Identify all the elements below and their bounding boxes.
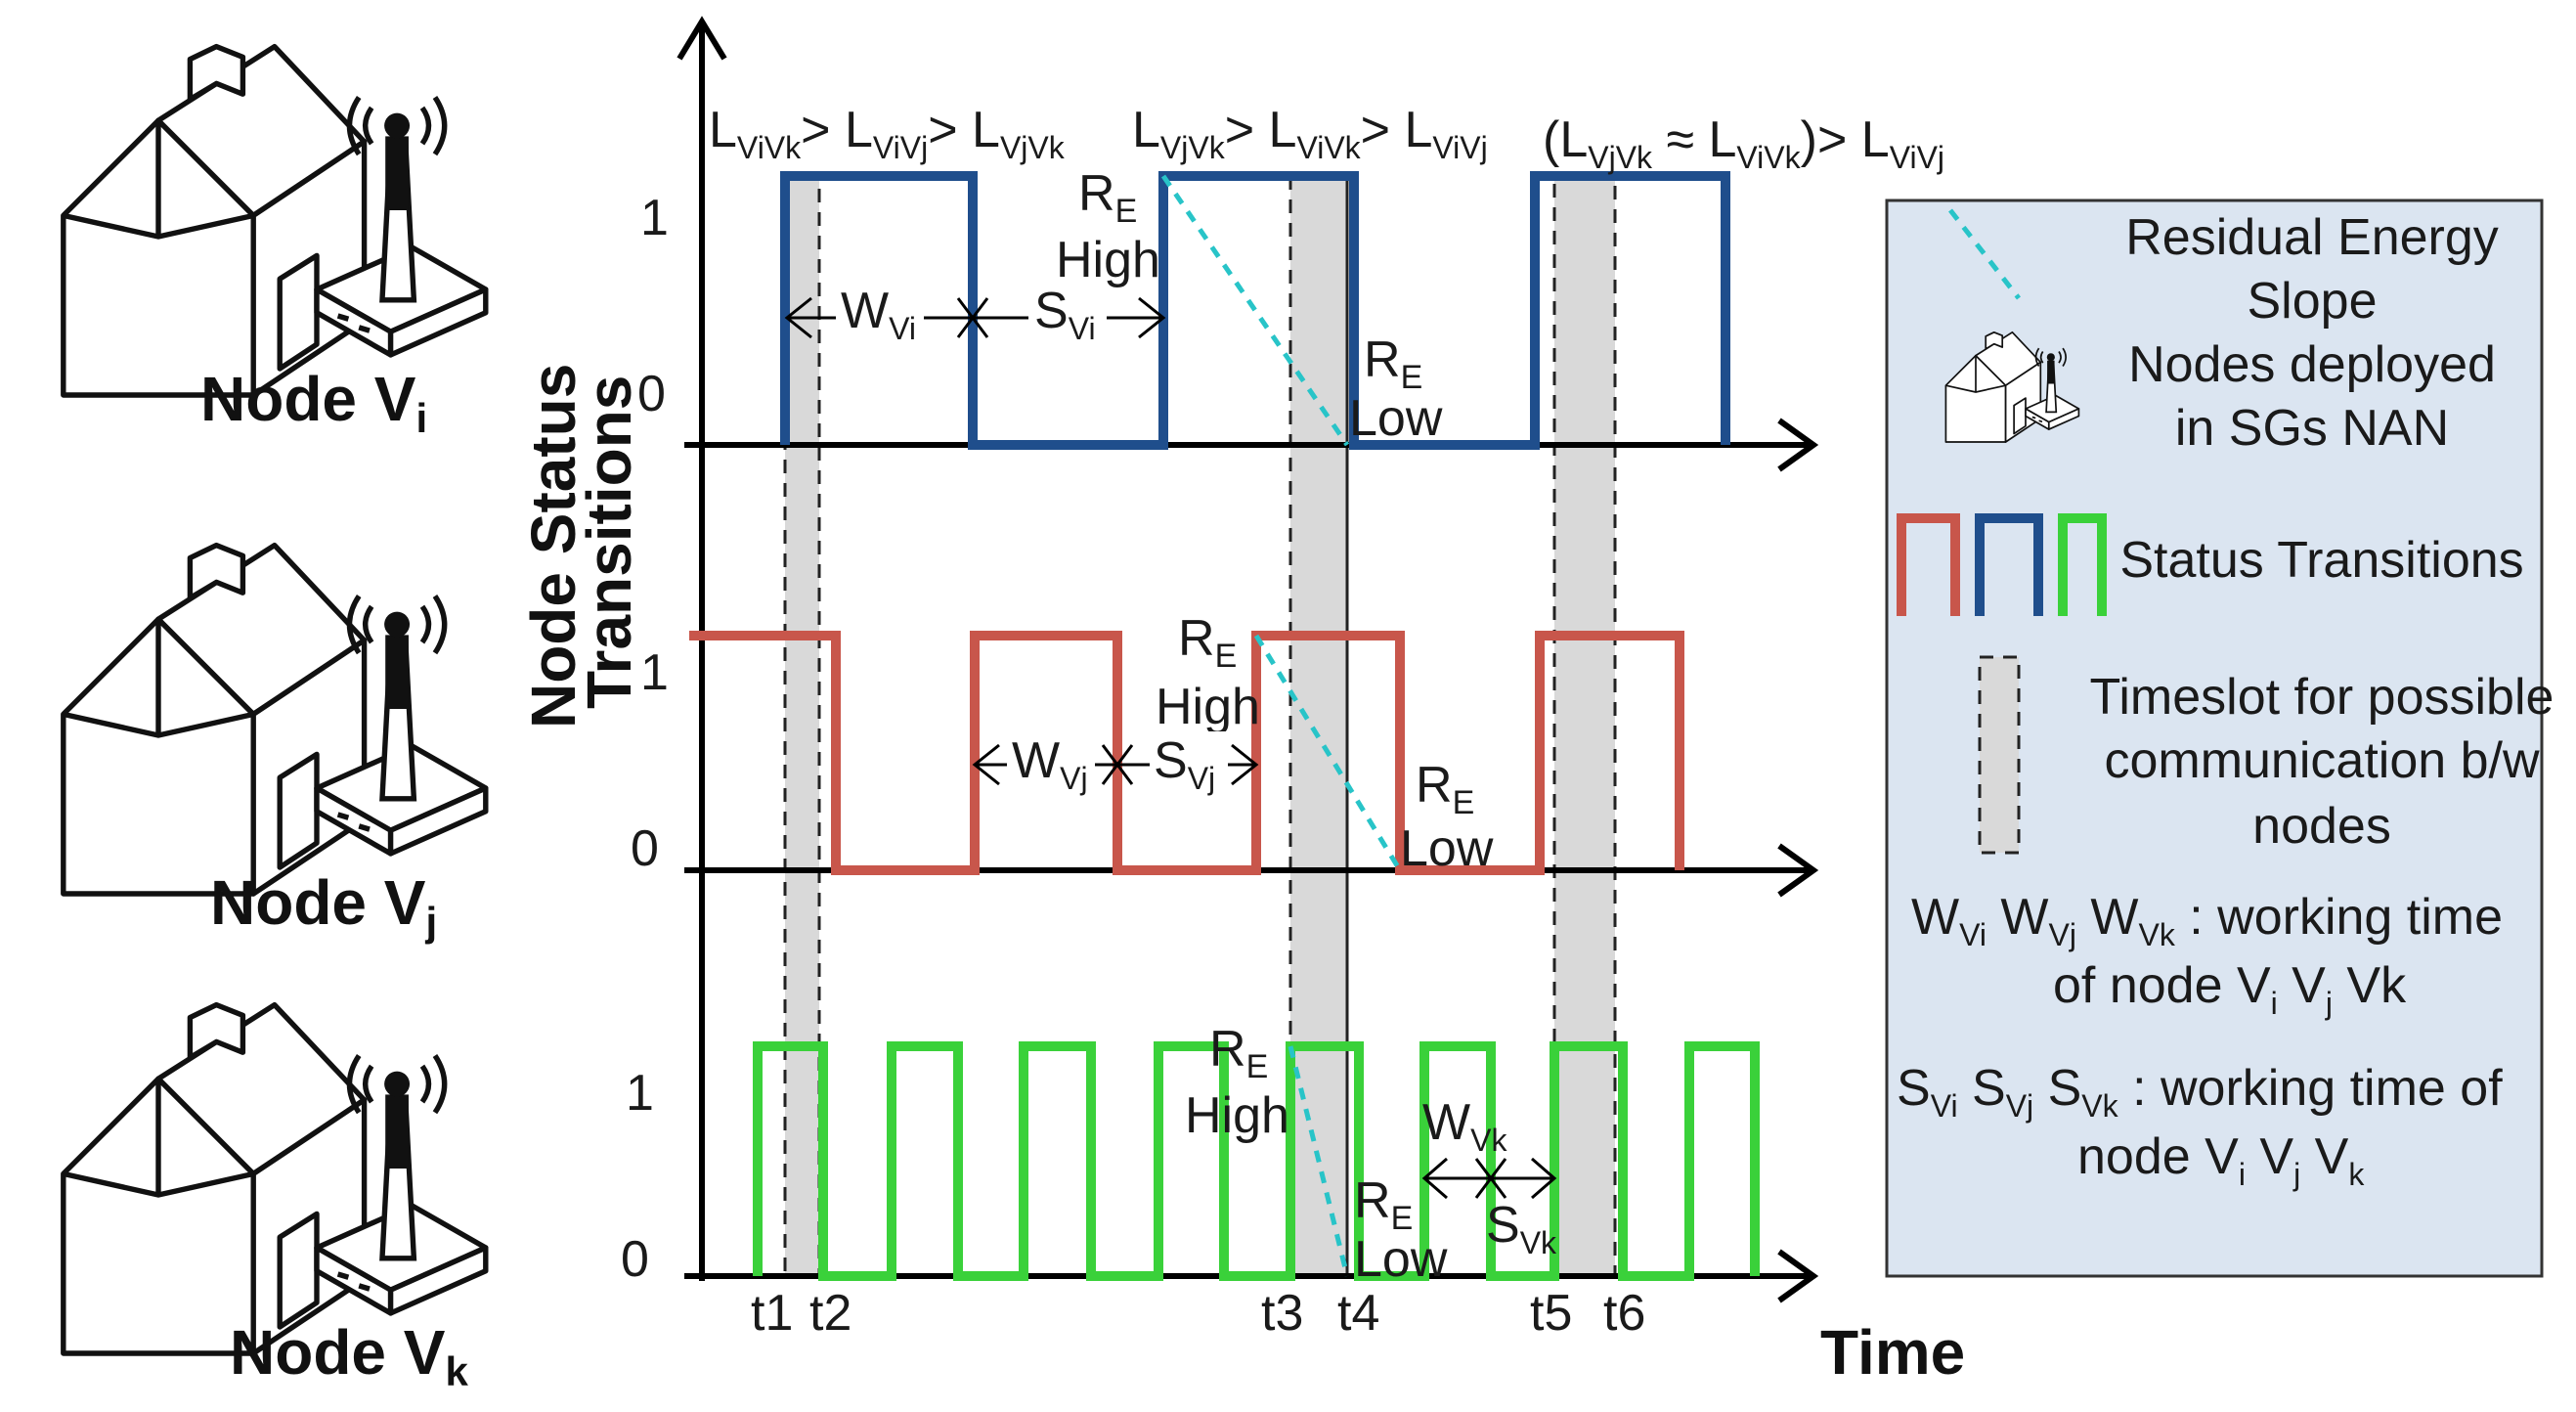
tick-t3: t3 bbox=[1261, 1285, 1303, 1342]
legend-status-label: Status Transitions bbox=[2119, 532, 2523, 589]
y-axis-label-1: Node Status bbox=[518, 364, 589, 728]
tick-t5: t5 bbox=[1530, 1285, 1572, 1342]
legend-slot-line3: nodes bbox=[2252, 798, 2391, 855]
level-0-vk: 0 bbox=[621, 1231, 649, 1288]
node-vi-icon bbox=[64, 47, 486, 395]
node-vj-icon bbox=[64, 546, 486, 894]
vk-re-low-label: Low bbox=[1354, 1231, 1448, 1288]
legend-slot-icon bbox=[1978, 655, 2021, 855]
wvi-label: WVi bbox=[841, 283, 916, 346]
legend-nodes-line1: Nodes deployed bbox=[2128, 336, 2496, 393]
timeslot-1 bbox=[783, 174, 821, 1278]
vi-status-wave bbox=[780, 171, 1730, 450]
vk-status-wave bbox=[753, 1041, 1760, 1281]
vj-status-wave bbox=[689, 631, 1684, 875]
vi-re-low-label: Low bbox=[1349, 390, 1443, 447]
vk-re-high-label: High bbox=[1185, 1087, 1289, 1144]
legend-nodes-line2: in SGs NAN bbox=[2175, 400, 2449, 457]
tick-t4: t4 bbox=[1337, 1285, 1379, 1342]
vk-re-high-r: RE bbox=[1209, 1021, 1268, 1085]
vi-energy-slope bbox=[1160, 174, 1350, 447]
header-1: LViVk> LViVj> LVjVk bbox=[709, 102, 1066, 165]
legend-s-definition-line2: node Vi Vj Vk bbox=[2077, 1128, 2365, 1192]
header-2: LVjVk> LViVk> LViVj bbox=[1132, 102, 1488, 165]
level-0-vj: 0 bbox=[631, 820, 659, 877]
vi-re-high-label: High bbox=[1056, 232, 1160, 288]
legend-slope-line2: Slope bbox=[2248, 273, 2378, 330]
node-vi-label: Node Vi bbox=[200, 364, 427, 441]
y-axis-label-2: Transitions bbox=[574, 375, 644, 709]
tick-t6: t6 bbox=[1603, 1285, 1645, 1342]
vj-energy-slope bbox=[1253, 634, 1403, 872]
vj-re-low-r: RE bbox=[1416, 757, 1474, 821]
node-vk-label: Node Vk bbox=[230, 1317, 468, 1394]
legend-w-definition-line2: of node Vi Vj Vk bbox=[2053, 957, 2407, 1021]
level-0-vi: 0 bbox=[637, 366, 666, 422]
legend-slot-line1: Timeslot for possible bbox=[2090, 669, 2554, 726]
timeslot-2 bbox=[1288, 174, 1349, 1278]
level-1-vi: 1 bbox=[640, 190, 669, 246]
vj-re-high-r: RE bbox=[1178, 610, 1237, 675]
level-1-vk: 1 bbox=[626, 1065, 654, 1122]
wvk-label: WVk bbox=[1422, 1094, 1507, 1158]
legend-s-definition: SVi SVj SVk : working time of bbox=[1897, 1060, 2503, 1124]
x-axis-label: Time bbox=[1820, 1317, 1965, 1388]
vk-interval-markers bbox=[1421, 1157, 1557, 1200]
vi-re-low-r: RE bbox=[1364, 331, 1422, 396]
legend-status-icon bbox=[1897, 513, 2107, 616]
vj-re-low-label: Low bbox=[1400, 820, 1494, 877]
svk-label: SVk bbox=[1486, 1197, 1557, 1260]
tick-t1: t1 bbox=[751, 1285, 793, 1342]
node-vk-icon bbox=[64, 1005, 486, 1353]
svj-label: SVj bbox=[1154, 732, 1215, 796]
header-3: (LVjVk ≈ LViVk)> LViVj bbox=[1543, 111, 1944, 175]
node-vj-label: Node Vj bbox=[210, 867, 437, 945]
legend-w-definition: WVi WVj WVk : working time bbox=[1911, 889, 2503, 952]
wvj-label: WVj bbox=[1012, 732, 1088, 796]
legend-slope-line1: Residual Energy bbox=[2125, 209, 2499, 266]
level-1-vj: 1 bbox=[640, 644, 669, 701]
vj-re-high-label: High bbox=[1156, 679, 1260, 735]
legend-slot-line2: communication b/w bbox=[2104, 732, 2540, 789]
vk-re-low-r: RE bbox=[1354, 1172, 1413, 1237]
legend-slope-icon bbox=[1948, 208, 2021, 300]
tick-t2: t2 bbox=[809, 1285, 851, 1342]
vi-re-high-r: RE bbox=[1078, 165, 1137, 230]
svi-label: SVi bbox=[1034, 283, 1096, 346]
vk-energy-slope bbox=[1288, 1045, 1350, 1277]
timeslot-3 bbox=[1552, 174, 1617, 1278]
